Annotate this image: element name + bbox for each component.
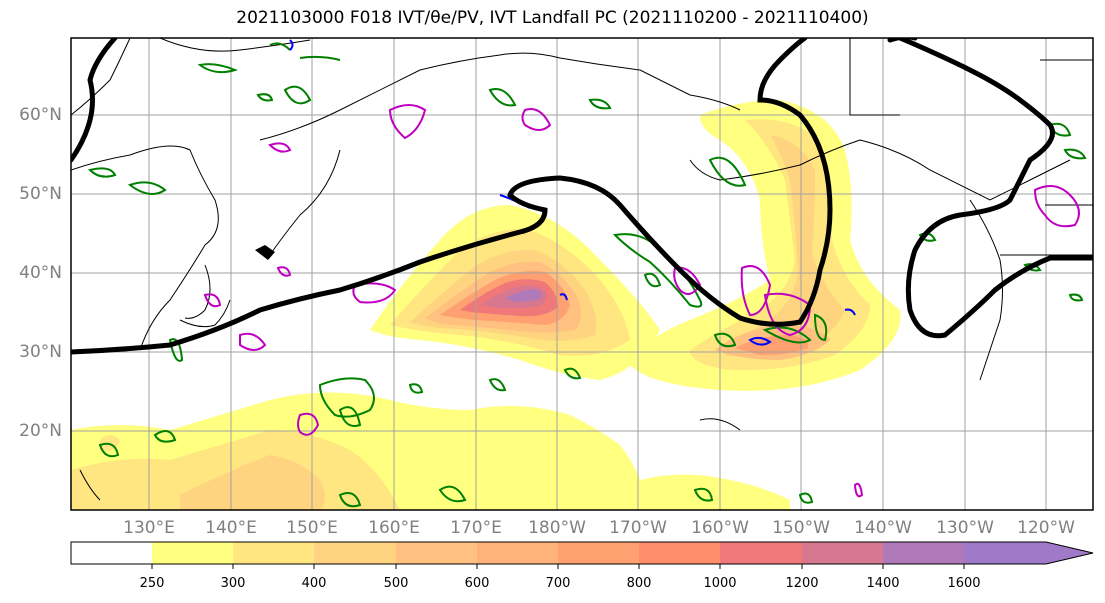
lon-label-120w: 120°W — [1017, 518, 1075, 538]
lat-label-30n: 30°N — [19, 342, 62, 362]
lon-label-140e: 140°E — [205, 518, 257, 538]
colorbar-tick-500: 500 — [383, 576, 409, 591]
lon-label-140w: 140°W — [854, 518, 912, 538]
hokkaido-fill — [255, 245, 275, 260]
lon-label-130e: 130°E — [123, 518, 175, 538]
pv-contours — [203, 104, 1080, 498]
colorbar-tick-800: 800 — [626, 576, 652, 591]
colorbar-tick-400: 400 — [301, 576, 327, 591]
colorbar-tick-600: 600 — [464, 576, 490, 591]
lat-label-50n: 50°N — [19, 184, 62, 204]
map-panel — [71, 38, 1093, 510]
lat-label-20n: 20°N — [19, 421, 62, 441]
map-frame — [70, 37, 1094, 511]
lon-label-130w: 130°W — [936, 518, 994, 538]
colorbar-tick-1400: 1400 — [866, 576, 900, 591]
lon-label-180w: 180°W — [528, 518, 586, 538]
lon-label-160e: 160°E — [368, 518, 420, 538]
pc-contour — [71, 38, 1093, 355]
colorbar-tick-300: 300 — [220, 576, 246, 591]
coastlines — [71, 38, 1093, 501]
lat-label-60n: 60°N — [19, 105, 62, 125]
lon-label-170w: 170°W — [609, 518, 667, 538]
colorbar-tick-700: 700 — [545, 576, 571, 591]
map-title: 2021103000 F018 IVT/θe/PV, IVT Landfall … — [236, 8, 869, 28]
lon-label-160w: 160°W — [691, 518, 749, 538]
colorbar-tick-1200: 1200 — [785, 576, 819, 591]
colorbar-tick-1600: 1600 — [947, 576, 981, 591]
lon-label-150e: 150°E — [286, 518, 338, 538]
graticule — [71, 38, 1093, 510]
colorbar-tick-1000: 1000 — [703, 576, 737, 591]
lon-label-170e: 170°E — [450, 518, 502, 538]
colorbar — [70, 541, 1094, 569]
lat-label-40n: 40°N — [19, 263, 62, 283]
colorbar-tick-250: 250 — [139, 576, 165, 591]
ivt-shading — [71, 100, 901, 510]
lon-label-150w: 150°W — [772, 518, 830, 538]
